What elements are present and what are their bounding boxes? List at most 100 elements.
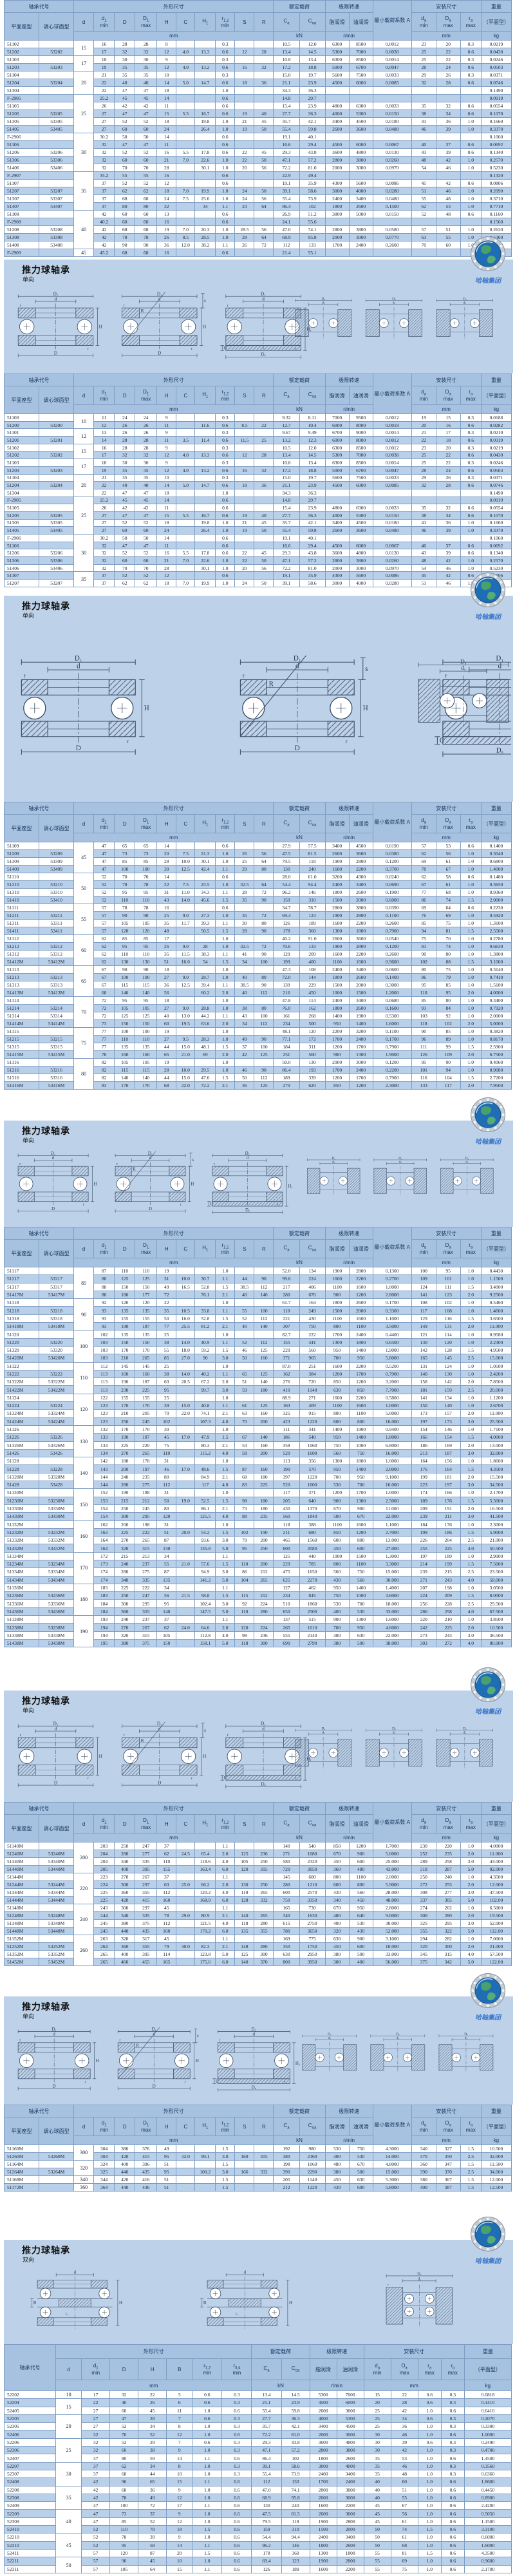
column-header: 极限转速 bbox=[324, 0, 373, 13]
cell: 29.7 bbox=[299, 496, 326, 505]
cell: 25 bbox=[411, 451, 436, 460]
cell: 264 bbox=[93, 1942, 115, 1951]
svg-text:s: s bbox=[192, 1158, 194, 1162]
cell: 1200 bbox=[348, 1528, 373, 1537]
cell: 53432M bbox=[39, 1544, 75, 1553]
cell: 20 bbox=[234, 164, 255, 172]
cell: 27 bbox=[93, 125, 115, 133]
cell: 26 bbox=[156, 233, 177, 242]
cell: 22 bbox=[435, 459, 461, 467]
cell: 58.6 bbox=[299, 579, 326, 587]
cell: 39.1 bbox=[273, 579, 300, 587]
cell: 130 bbox=[411, 1338, 436, 1347]
table-row: 51305 53305 27 52 52 18 19.8 1.0 21 45 35.7 42.1 340… bbox=[3, 518, 512, 527]
cell: 1.0 bbox=[215, 1035, 236, 1043]
cell: 40.1 bbox=[299, 133, 326, 141]
cell: 24.0 bbox=[176, 1623, 196, 1632]
column-header: R bbox=[254, 1814, 274, 1833]
cell: 53230M bbox=[39, 1496, 75, 1505]
cell: 63 bbox=[156, 1378, 177, 1387]
cell: 406 bbox=[299, 1282, 326, 1291]
cell: 224 bbox=[299, 1274, 326, 1283]
table-row: 51213 53213 67 100 100 27 9.0 28.7 1.0 40 80 72.0 14… bbox=[3, 973, 512, 981]
cell: 46 bbox=[435, 564, 461, 573]
column-header: 油润滑 bbox=[348, 12, 373, 32]
column-header: Coa bbox=[299, 814, 326, 833]
cell: 47.0 bbox=[251, 2485, 282, 2494]
cell: 1.0 bbox=[460, 187, 482, 195]
cell: F-2905 bbox=[3, 94, 40, 102]
cell bbox=[254, 2183, 274, 2192]
cell: 38 bbox=[411, 109, 436, 118]
cell: 750 bbox=[348, 2145, 373, 2153]
cell: 245 bbox=[93, 1919, 115, 1927]
cell bbox=[435, 534, 461, 542]
cell bbox=[39, 2160, 75, 2168]
cell: 1370 bbox=[299, 1504, 326, 1513]
cell: 102 bbox=[281, 2454, 310, 2463]
cell: 120 bbox=[135, 927, 158, 935]
cell: 25.5 bbox=[176, 1322, 196, 1331]
cell: 226 bbox=[411, 1536, 436, 1545]
table-row: 52410 52 110 78 18 1.5 0.6 159 310 1500 2000 50 74 1.… bbox=[3, 2525, 512, 2534]
cell: 51344M bbox=[3, 1888, 40, 1897]
cell: 371 bbox=[273, 1354, 300, 1363]
svg-text:d: d bbox=[247, 1156, 249, 1160]
cell bbox=[254, 1873, 274, 1881]
cell: 135 bbox=[114, 1043, 136, 1051]
cell: 90 bbox=[135, 911, 158, 920]
cell: 111 bbox=[411, 1043, 436, 1051]
cell: 0.1660 bbox=[480, 117, 512, 126]
cell: 67.2 bbox=[194, 1378, 216, 1387]
cell: 1.1 bbox=[215, 919, 236, 927]
cell: 17 bbox=[93, 451, 115, 460]
cell: 1.0 bbox=[460, 1551, 482, 1560]
cell: 51128 bbox=[3, 1457, 40, 1466]
cell: 0.1060 bbox=[480, 133, 512, 141]
cell: 51414M bbox=[3, 1019, 40, 1028]
cell: 68 bbox=[435, 888, 461, 896]
cell: 0.6 bbox=[440, 2517, 465, 2526]
cell: 52 bbox=[135, 571, 158, 580]
cell: 560 bbox=[324, 1448, 350, 1458]
cell: 72 bbox=[93, 996, 115, 1005]
cell: 23.9 bbox=[299, 79, 326, 87]
column-header: mm bbox=[411, 2136, 482, 2145]
cell: 28 bbox=[114, 436, 136, 444]
company-logo-globe-icon bbox=[471, 236, 505, 271]
cell: 4500 bbox=[348, 518, 373, 527]
cell: 0.2570 bbox=[480, 556, 512, 565]
cell: 10.0 bbox=[176, 1274, 196, 1283]
cell: 409 bbox=[299, 1401, 326, 1410]
cell: 5.0 bbox=[460, 1927, 482, 1935]
cell: 0.6 bbox=[215, 873, 236, 881]
cell bbox=[234, 1935, 255, 1943]
cell: 52309 bbox=[3, 2517, 57, 2526]
cell bbox=[176, 1290, 196, 1300]
cell: 4.6000 bbox=[372, 1623, 412, 1632]
svg-text:d: d bbox=[244, 2271, 247, 2275]
cell: 51420M bbox=[3, 1354, 40, 1363]
cell: 240 bbox=[299, 865, 326, 873]
column-header: C bbox=[176, 2117, 196, 2136]
cell: 51409 bbox=[3, 865, 40, 873]
cell: 0.1070 bbox=[480, 109, 512, 118]
cell: 145 bbox=[114, 1361, 136, 1370]
cell: 19 bbox=[234, 109, 255, 118]
cell bbox=[234, 842, 255, 850]
cell: 2400 bbox=[324, 880, 350, 889]
column-header: B bbox=[166, 2358, 193, 2380]
cell: 84.9 bbox=[194, 1472, 216, 1482]
cell bbox=[194, 1842, 216, 1850]
cell: 5300 bbox=[336, 2414, 364, 2423]
cell: 530 bbox=[348, 2152, 373, 2161]
cell: 25 bbox=[411, 48, 436, 56]
cell: 51102 bbox=[3, 40, 40, 48]
cell: 44 bbox=[234, 1274, 255, 1283]
cell: 14.7 bbox=[194, 481, 216, 489]
cell: 7 bbox=[166, 2438, 193, 2447]
cell: 28 bbox=[194, 942, 216, 951]
column-header: d bbox=[73, 1239, 95, 1258]
column-header: mm bbox=[73, 2136, 274, 2145]
cell: 12.000 bbox=[480, 1880, 512, 1889]
